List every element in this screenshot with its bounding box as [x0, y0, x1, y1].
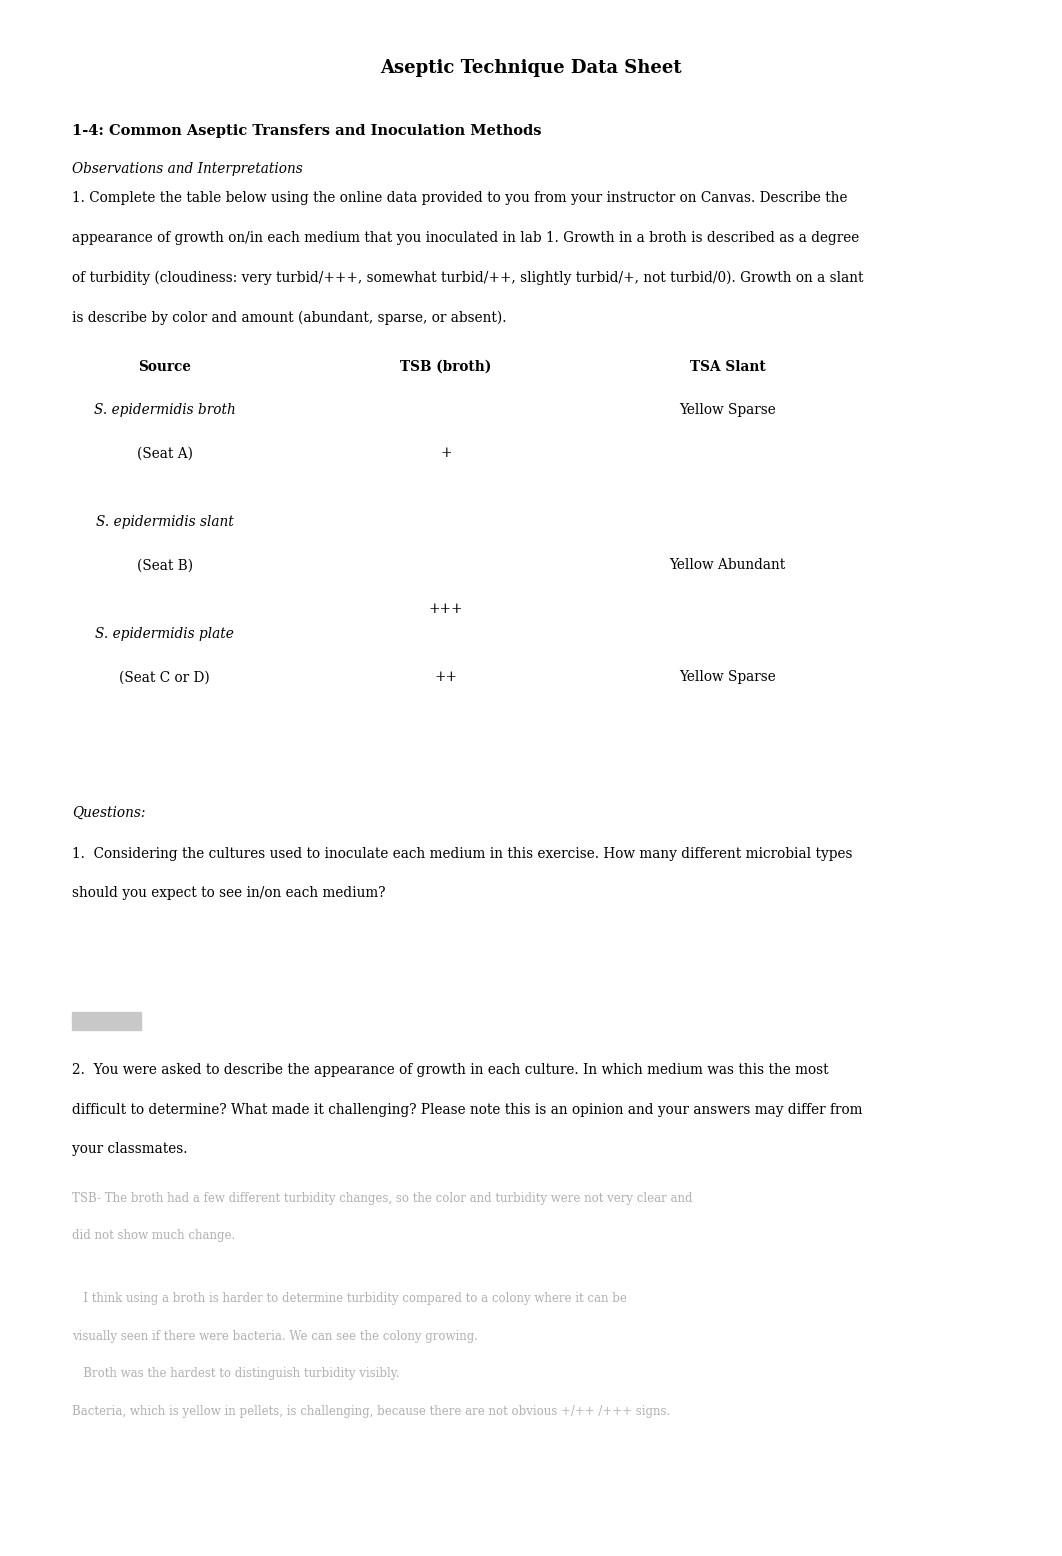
Text: ++: ++ [434, 671, 458, 685]
Text: Bacteria, which is yellow in pellets, is challenging, because there are not obvi: Bacteria, which is yellow in pellets, is… [72, 1405, 670, 1418]
Text: TSA Slant: TSA Slant [689, 359, 766, 373]
Text: 1.  Considering the cultures used to inoculate each medium in this exercise. How: 1. Considering the cultures used to inoc… [72, 846, 853, 860]
Text: 2.  You were asked to describe the appearance of growth in each culture. In whic: 2. You were asked to describe the appear… [72, 1063, 828, 1077]
Text: of turbidity (cloudiness: very turbid/+++, somewhat turbid/++, slightly turbid/+: of turbidity (cloudiness: very turbid/++… [72, 271, 863, 285]
Text: difficult to determine? What made it challenging? Please note this is an opinion: difficult to determine? What made it cha… [72, 1103, 862, 1117]
Text: S. epidermidis slant: S. epidermidis slant [96, 515, 234, 529]
Text: Aseptic Technique Data Sheet: Aseptic Technique Data Sheet [380, 59, 682, 78]
Text: I think using a broth is harder to determine turbidity compared to a colony wher: I think using a broth is harder to deter… [72, 1293, 627, 1305]
Text: did not show much change.: did not show much change. [72, 1229, 236, 1242]
Text: should you expect to see in/on each medium?: should you expect to see in/on each medi… [72, 887, 386, 901]
Text: (Seat C or D): (Seat C or D) [119, 671, 210, 685]
Text: your classmates.: your classmates. [72, 1142, 188, 1156]
Text: Yellow Sparse: Yellow Sparse [679, 403, 776, 417]
Text: +++: +++ [429, 602, 463, 616]
Text: S. epidermidis plate: S. epidermidis plate [96, 627, 234, 641]
Text: 1-4: Common Aseptic Transfers and Inoculation Methods: 1-4: Common Aseptic Transfers and Inocul… [72, 124, 542, 138]
Text: (Seat A): (Seat A) [137, 447, 192, 461]
Text: is describe by color and amount (abundant, sparse, or absent).: is describe by color and amount (abundan… [72, 311, 507, 325]
Text: 1. Complete the table below using the online data provided to you from your inst: 1. Complete the table below using the on… [72, 191, 847, 205]
Text: TSB (broth): TSB (broth) [400, 359, 492, 373]
Text: appearance of growth on/in each medium that you inoculated in lab 1. Growth in a: appearance of growth on/in each medium t… [72, 232, 859, 246]
Text: visually seen if there were bacteria. We can see the colony growing.: visually seen if there were bacteria. We… [72, 1330, 478, 1343]
Text: TSB- The broth had a few different turbidity changes, so the color and turbidity: TSB- The broth had a few different turbi… [72, 1192, 692, 1204]
Text: (Seat B): (Seat B) [137, 559, 192, 573]
Text: Broth was the hardest to distinguish turbidity visibly.: Broth was the hardest to distinguish tur… [72, 1368, 399, 1380]
Text: +: + [441, 447, 451, 461]
Text: S. epidermidis broth: S. epidermidis broth [93, 403, 236, 417]
Text: Source: Source [138, 359, 191, 373]
Bar [72, 1011, 141, 1030]
Text: Yellow Sparse: Yellow Sparse [679, 671, 776, 685]
Text: Observations and Interpretations: Observations and Interpretations [72, 162, 303, 176]
Text: Questions:: Questions: [72, 806, 145, 820]
Text: Yellow Abundant: Yellow Abundant [669, 559, 786, 573]
